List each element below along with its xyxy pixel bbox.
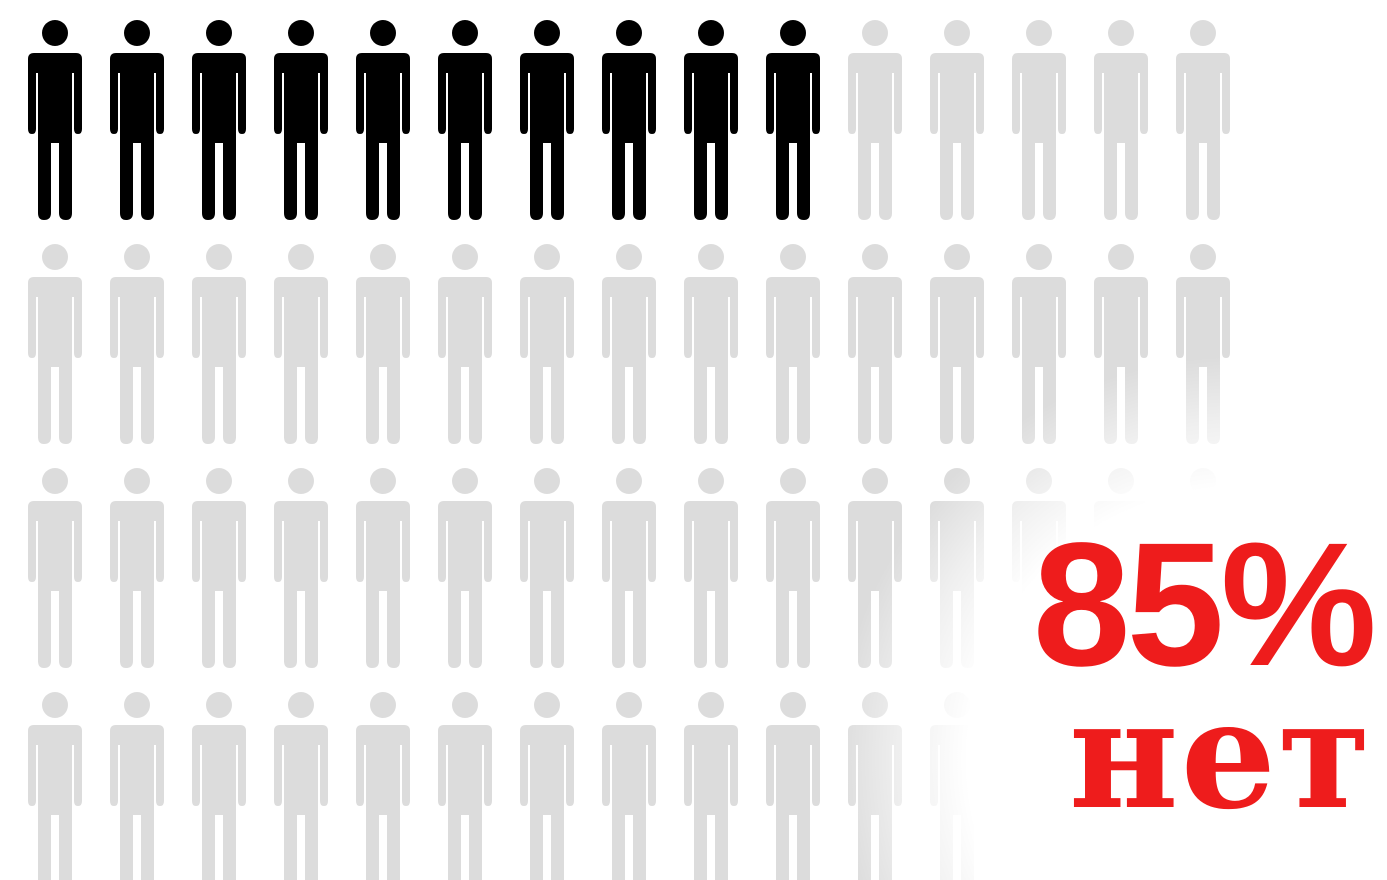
person-icon — [602, 692, 656, 880]
person-icon — [602, 468, 656, 668]
callout: 85% нет — [953, 507, 1377, 843]
person-icon-highlighted — [602, 20, 656, 220]
person-icon — [274, 468, 328, 668]
person-icon — [684, 244, 738, 444]
person-icon — [1176, 20, 1230, 220]
person-icon — [848, 244, 902, 444]
person-icon-highlighted — [274, 20, 328, 220]
person-icon — [684, 468, 738, 668]
person-icon — [28, 692, 82, 880]
person-icon — [848, 468, 902, 668]
person-icon — [602, 244, 656, 444]
person-icon — [438, 244, 492, 444]
person-icon — [192, 692, 246, 880]
person-icon — [110, 692, 164, 880]
person-icon — [356, 692, 410, 880]
person-icon — [438, 468, 492, 668]
person-icon — [192, 244, 246, 444]
person-icon — [766, 692, 820, 880]
person-icon — [766, 468, 820, 668]
person-icon — [520, 692, 574, 880]
person-icon — [930, 20, 984, 220]
person-icon — [356, 468, 410, 668]
person-icon — [356, 244, 410, 444]
person-icon — [1176, 244, 1230, 444]
person-icon — [930, 244, 984, 444]
person-icon-highlighted — [110, 20, 164, 220]
person-icon — [520, 244, 574, 444]
person-icon — [110, 468, 164, 668]
callout-label: нет — [1068, 667, 1373, 843]
person-icon — [110, 244, 164, 444]
person-icon — [684, 692, 738, 880]
person-icon-highlighted — [28, 20, 82, 220]
person-icon — [28, 468, 82, 668]
person-icon-highlighted — [356, 20, 410, 220]
person-icon — [848, 692, 902, 880]
callout-percent: 85% — [1032, 507, 1377, 703]
person-icon — [438, 692, 492, 880]
person-icon-highlighted — [520, 20, 574, 220]
person-icon — [520, 468, 574, 668]
person-icon — [28, 244, 82, 444]
person-icon — [192, 468, 246, 668]
person-icon — [766, 244, 820, 444]
person-icon-highlighted — [684, 20, 738, 220]
person-icon — [274, 692, 328, 880]
person-icon — [848, 20, 902, 220]
person-icon — [1094, 244, 1148, 444]
person-icon — [1094, 20, 1148, 220]
person-icon-highlighted — [438, 20, 492, 220]
person-icon — [274, 244, 328, 444]
person-icon — [1012, 20, 1066, 220]
person-icon-highlighted — [192, 20, 246, 220]
person-icon-highlighted — [766, 20, 820, 220]
person-icon — [1012, 244, 1066, 444]
